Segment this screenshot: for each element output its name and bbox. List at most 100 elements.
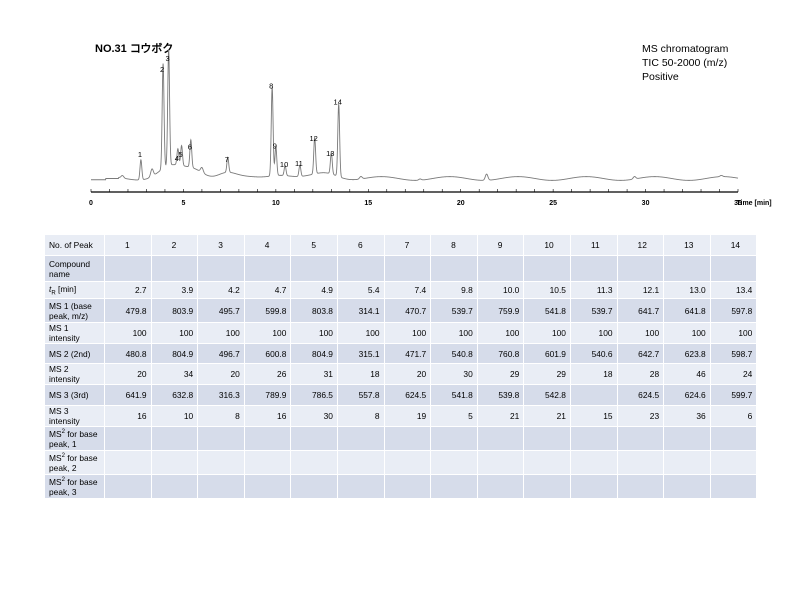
table-cell: 10.5 [523,281,571,299]
peak-label: 5 [178,150,182,159]
table-cell: 100 [383,322,432,344]
table-row: MS 2 (2nd) 480.8 804.9 496.7 600.8 804.9 315.1… [44,343,758,364]
table-cell [150,474,199,499]
tic-trace [91,49,739,181]
table-cell [663,255,711,282]
table-cell [430,450,478,475]
table-cell [290,474,338,499]
peak-number-cell: 7 [383,234,432,256]
row-label-script: R [51,290,56,297]
table-cell [709,255,758,282]
table-cell: 100 [243,322,292,344]
table-cell [616,255,665,282]
table-cell: 100 [663,322,711,344]
peak-number-cell: 2 [150,234,199,256]
table-cell: 600.8 [243,343,292,364]
table-cell [197,426,245,451]
peak-number-cell: 9 [476,234,525,256]
table-cell: 34 [150,363,199,385]
table-cell [150,450,199,475]
table-cell [243,474,292,499]
table-cell [197,255,245,282]
table-cell: 624.5 [383,384,432,406]
table-cell: 803.8 [290,298,338,323]
peak-number-cell: 1 [104,234,152,256]
table-cell: 624.6 [663,384,711,406]
table-cell: 26 [243,363,292,385]
table-cell [150,255,199,282]
table-cell: 100 [336,322,385,344]
table-cell: 8 [197,405,245,427]
table-row: No. of Peak 1 2 3 4 5 6 7 8 9 10 11 12 13 14 [44,234,758,256]
table-cell: 4.9 [290,281,338,299]
table-cell: 100 [569,322,618,344]
table-cell: 31 [290,363,338,385]
table-cell [336,474,385,499]
info-line-polarity: Positive [642,71,679,83]
table-cell [290,426,338,451]
table-cell: 12.1 [616,281,665,299]
table-cell [336,426,385,451]
table-cell: 20 [197,363,245,385]
table-cell: 16 [243,405,292,427]
table-cell: 495.7 [197,298,245,323]
row-label-suffix: for base peak, 1 [49,428,98,449]
table-cell: 599.8 [243,298,292,323]
table-cell: 540.8 [430,343,478,364]
table-cell: 5 [430,405,478,427]
table-cell: 557.8 [336,384,385,406]
table-cell: 496.7 [197,343,245,364]
table-cell: 623.8 [663,343,711,364]
table-cell [383,426,432,451]
table-cell [290,450,338,475]
table-cell [150,426,199,451]
table-cell [104,426,152,451]
table-cell: 539.8 [476,384,525,406]
table-cell: 541.8 [430,384,478,406]
x-tick-label: 25 [549,200,557,207]
peak-label: 12 [310,134,318,143]
table-cell [383,474,432,499]
peak-label: 8 [269,81,273,90]
table-cell: 13.4 [709,281,758,299]
peak-number-cell: 12 [616,234,665,256]
row-label: MS2 for base peak, 3 [44,474,105,499]
row-label-script: 2 [61,452,65,459]
peak-label: 1 [138,150,142,159]
table-row: MS2 for base peak, 1 [44,426,758,451]
peak-label: 6 [188,143,192,152]
row-label-script: 2 [61,476,65,483]
table-cell: 6 [709,405,758,427]
row-label: MS 3 intensity [44,405,105,427]
table-cell: 539.7 [569,298,618,323]
table-cell: 100 [523,322,571,344]
table-cell [523,450,571,475]
table-cell: 46 [663,363,711,385]
table-cell: 601.9 [523,343,571,364]
table-cell [290,255,338,282]
table-cell [430,255,478,282]
table-cell [476,426,525,451]
table-cell [336,450,385,475]
table-row: tR [min] 2.7 3.9 4.2 4.7 4.9 5.4 7.4 9.8 10.0 10.5… [44,281,758,299]
table-cell: 100 [616,322,665,344]
table-cell [709,474,758,499]
table-cell [569,426,618,451]
table-cell: 597.8 [709,298,758,323]
peak-number-cell: 13 [663,234,711,256]
table-cell [243,450,292,475]
row-label: MS 1 intensity [44,322,105,344]
table-cell [569,384,618,406]
table-cell: 3.9 [150,281,199,299]
table-cell [569,450,618,475]
table-cell [569,474,618,499]
table-cell [476,255,525,282]
table-cell: 471.7 [383,343,432,364]
peak-label: 10 [280,160,288,169]
table-cell [663,474,711,499]
peak-table: No. of Peak 1 2 3 4 5 6 7 8 9 10 11 12 13 14 Compound n… [44,234,758,499]
table-cell: 100 [430,322,478,344]
table-cell: 789.9 [243,384,292,406]
table-cell: 13.0 [663,281,711,299]
